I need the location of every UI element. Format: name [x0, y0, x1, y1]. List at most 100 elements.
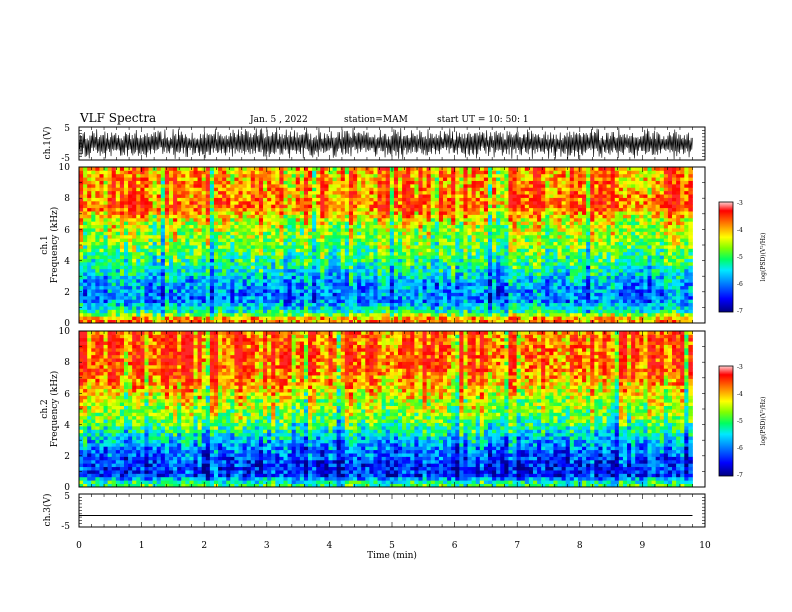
spectrogram-cell — [136, 238, 141, 243]
spectrogram-cell — [500, 292, 505, 297]
spectrogram-cell — [406, 190, 411, 195]
spectrogram-cell — [434, 197, 440, 202]
spectrogram-cell — [357, 197, 362, 202]
spectrogram-cell — [275, 190, 280, 195]
spectrogram-cell — [246, 245, 252, 249]
spectrogram-cell — [222, 214, 227, 219]
spectrogram-cell — [504, 180, 509, 185]
spectrogram-cell — [173, 258, 178, 263]
spectrogram-cell — [279, 245, 284, 249]
spectrogram-cell — [348, 241, 354, 246]
spectrogram-cell — [344, 217, 350, 222]
spectrogram-cell — [316, 200, 321, 205]
spectrogram-cell — [451, 261, 456, 266]
spectrogram-cell — [193, 234, 199, 239]
spectrogram-cell — [447, 197, 452, 202]
spectrogram-cell — [168, 238, 174, 243]
spectrogram-cell — [361, 204, 366, 209]
spectrogram-cell — [197, 265, 203, 270]
spectrogram-cell — [193, 289, 199, 293]
spectrogram-cell — [316, 187, 321, 192]
spectrogram-cell — [434, 261, 440, 266]
spectrogram-cell — [99, 190, 104, 195]
spectrogram-cell — [201, 173, 207, 178]
spectrogram-cell — [267, 238, 272, 243]
spectrogram-cell — [201, 282, 207, 287]
spectrogram-cell — [258, 299, 264, 304]
spectrogram-cell — [365, 295, 370, 300]
spectrogram-cell — [209, 200, 215, 205]
spectrogram-cell — [299, 224, 305, 229]
spectrogram-cell — [406, 289, 411, 293]
spectrogram-cell — [168, 275, 174, 280]
spectrogram-cell — [263, 261, 268, 266]
spectrogram-cell — [173, 173, 178, 178]
spectrogram-cell — [377, 194, 383, 198]
spectrogram-cell — [508, 292, 513, 297]
spectrogram-cell — [136, 207, 141, 212]
spectrogram-cell — [426, 177, 432, 181]
spectrogram-cell — [348, 170, 354, 175]
spectrogram-cell — [173, 238, 178, 243]
spectrogram-cell — [99, 309, 104, 314]
spectrogram-cell — [418, 282, 423, 287]
spectrogram-cell — [483, 282, 489, 287]
spectrogram-cell — [312, 180, 317, 185]
spectrogram-cell — [254, 217, 260, 222]
spectrogram-cell — [181, 238, 186, 243]
spectrogram-cell — [295, 207, 301, 212]
spectrogram-cell — [361, 255, 366, 259]
spectrogram-cell — [373, 183, 378, 188]
spectrogram-cell — [467, 289, 473, 293]
ch1-spectrogram-image — [79, 167, 693, 324]
spectrogram-cell — [353, 265, 358, 270]
spectrogram-cell — [459, 173, 464, 178]
spectrogram-cell — [504, 282, 509, 287]
spectrogram-cell — [132, 177, 137, 181]
spectrogram-cell — [103, 275, 109, 280]
spectrogram-cell — [267, 316, 272, 321]
spectrogram-cell — [99, 231, 104, 236]
spectrogram-cell — [144, 255, 149, 259]
spectrogram-cell — [361, 299, 366, 304]
spectrogram-cell — [254, 214, 260, 219]
spectrogram-cell — [144, 278, 149, 283]
spectrogram-cell — [136, 180, 141, 185]
spectrogram-cell — [320, 228, 325, 232]
spectrogram-cell — [500, 204, 505, 209]
spectrogram-cell — [447, 261, 452, 266]
spectrogram-cell — [222, 207, 227, 212]
spectrogram-cell — [254, 180, 260, 185]
spectrogram-cell — [123, 167, 129, 171]
spectrogram-cell — [508, 167, 513, 171]
spectrogram-cell — [291, 207, 297, 212]
spectrogram-cell — [299, 187, 305, 192]
spectrogram-cell — [185, 295, 190, 300]
spectrogram-cell — [234, 238, 239, 243]
spectrogram-cell — [381, 268, 387, 273]
spectrogram-cell — [181, 255, 186, 259]
spectrogram-cell — [115, 177, 121, 181]
spectrogram-cell — [344, 299, 350, 304]
spectrogram-cell — [340, 241, 346, 246]
spectrogram-cell — [308, 234, 313, 239]
spectrogram-cell — [254, 319, 260, 324]
spectrogram-cell — [132, 261, 137, 266]
spectrogram-cell — [451, 238, 456, 243]
spectrogram-cell — [263, 211, 268, 215]
spectrogram-cell — [197, 282, 203, 287]
spectrogram-cell — [254, 211, 260, 215]
spectrogram-cell — [295, 167, 301, 171]
spectrogram-cell — [434, 200, 440, 205]
spectrogram-cell — [275, 204, 280, 209]
spectrogram-cell — [365, 194, 370, 198]
spectrogram-cell — [308, 228, 313, 232]
spectrogram-cell — [336, 289, 342, 293]
spectrogram-cell — [128, 312, 133, 317]
spectrogram-cell — [148, 231, 154, 236]
spectrogram-cell — [95, 234, 100, 239]
spectrogram-cell — [222, 228, 227, 232]
spectrogram-cell — [189, 282, 194, 287]
spectrogram-cell — [422, 268, 428, 273]
spectrogram-cell — [128, 309, 133, 314]
